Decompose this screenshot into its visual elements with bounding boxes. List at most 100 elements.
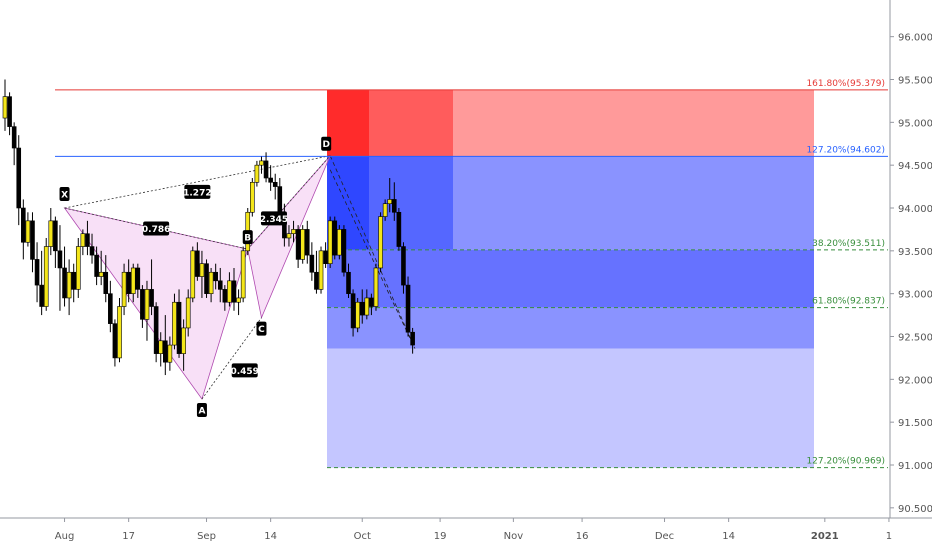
candle	[112, 319, 118, 367]
candle	[34, 242, 40, 303]
candle	[396, 208, 402, 251]
level-label-3: 38.20%(93.511)	[812, 239, 885, 249]
candle-body	[2, 96, 8, 119]
candle-body	[48, 220, 54, 247]
time-axis[interactable]: Aug 17 Sep 14 Oct 19 Nov 16 Dec 14 2021 1	[0, 517, 932, 542]
candle	[231, 267, 237, 311]
candle-body	[195, 250, 200, 277]
candle-body	[149, 289, 154, 307]
candle-body	[272, 182, 278, 187]
price-axis[interactable]: 96.000 95.500 95.000 94.500 94.000 93.500 93.0…	[889, 0, 932, 518]
candle-body	[172, 301, 177, 346]
candle	[263, 152, 269, 183]
candle	[135, 263, 141, 298]
candles	[2, 79, 415, 376]
ratio-0-786-label-text: 0.786	[142, 225, 170, 235]
candle	[176, 289, 182, 358]
candle-body	[378, 216, 383, 269]
candle-body	[350, 293, 356, 329]
candle-body	[240, 250, 246, 299]
candle-body	[98, 271, 104, 277]
candle	[121, 263, 127, 316]
candle	[71, 263, 76, 303]
candle-body	[259, 160, 264, 166]
price-tick-label: 94.500	[898, 161, 932, 172]
time-tick-label: Aug	[55, 531, 75, 542]
level-label-5: 127.20%(90.969)	[806, 457, 885, 467]
candle	[391, 182, 397, 221]
price-tick-label: 93.000	[898, 290, 932, 301]
candle	[272, 173, 278, 200]
candle-body	[341, 229, 347, 273]
candle-body	[167, 344, 173, 363]
target-zone-c	[327, 307, 814, 349]
candle-body	[112, 323, 118, 359]
level-label-2: 127.20%(94.602)	[806, 145, 885, 155]
candle-body	[108, 293, 113, 324]
candle	[103, 255, 109, 303]
price-tick-label: 95.500	[898, 76, 932, 87]
ratio-1-272-label-text: 1.272	[183, 188, 211, 198]
candle-body	[359, 301, 365, 316]
candle	[300, 225, 306, 264]
candle-body	[318, 250, 324, 290]
candle-body	[405, 284, 411, 333]
candle-body	[140, 289, 145, 320]
candle-body	[121, 271, 127, 307]
candle	[144, 280, 150, 341]
candle-body	[117, 306, 122, 359]
candle	[217, 267, 223, 303]
candle-body	[217, 280, 223, 290]
candle	[236, 289, 241, 316]
candle	[199, 250, 205, 298]
candle-body	[71, 271, 76, 290]
level-label-1: 161.80%(95.379)	[806, 79, 885, 89]
point-d-label: D	[321, 136, 332, 151]
candle	[304, 220, 310, 264]
ratio-0-459-label-text: 0.459	[230, 367, 258, 377]
time-tick-label: 1	[886, 531, 892, 542]
fib-levels: 161.80%(95.379) 127.20%(94.602) 38.20%(93.…	[55, 79, 888, 469]
candle	[163, 315, 168, 376]
candle	[410, 327, 415, 354]
time-tick-label: Sep	[197, 531, 216, 542]
price-tick-label: 92.500	[898, 333, 932, 344]
candle-body	[291, 229, 296, 235]
candle-body	[337, 229, 342, 256]
candle-body	[103, 271, 109, 294]
candle	[227, 272, 232, 307]
candle	[382, 199, 388, 221]
candle-body	[34, 259, 40, 286]
candle	[373, 263, 379, 311]
target-zone-a-2	[369, 156, 453, 250]
candle-body	[327, 220, 333, 264]
candle	[286, 225, 292, 247]
candle-body	[309, 254, 315, 273]
candle	[332, 216, 338, 260]
candle-body	[80, 233, 86, 247]
candle	[185, 289, 191, 337]
candle-body	[346, 271, 351, 294]
candle-body	[176, 301, 182, 354]
candle	[140, 285, 145, 328]
candle-body	[39, 284, 44, 307]
candle	[295, 225, 301, 268]
candle	[66, 259, 72, 316]
candle-body	[204, 263, 209, 294]
candle-body	[254, 164, 260, 183]
candle-body	[355, 301, 360, 329]
candle-body	[231, 280, 237, 303]
candle-body	[227, 280, 232, 303]
candle-body	[222, 289, 228, 303]
candle-body	[387, 199, 393, 205]
candle	[327, 216, 333, 268]
candle	[337, 225, 342, 260]
candle	[364, 289, 370, 320]
candle-body	[126, 271, 131, 294]
point-b-label: B	[242, 230, 253, 245]
candle	[167, 336, 173, 371]
candle	[11, 122, 17, 166]
candle-body	[401, 246, 406, 286]
candle	[259, 156, 264, 174]
